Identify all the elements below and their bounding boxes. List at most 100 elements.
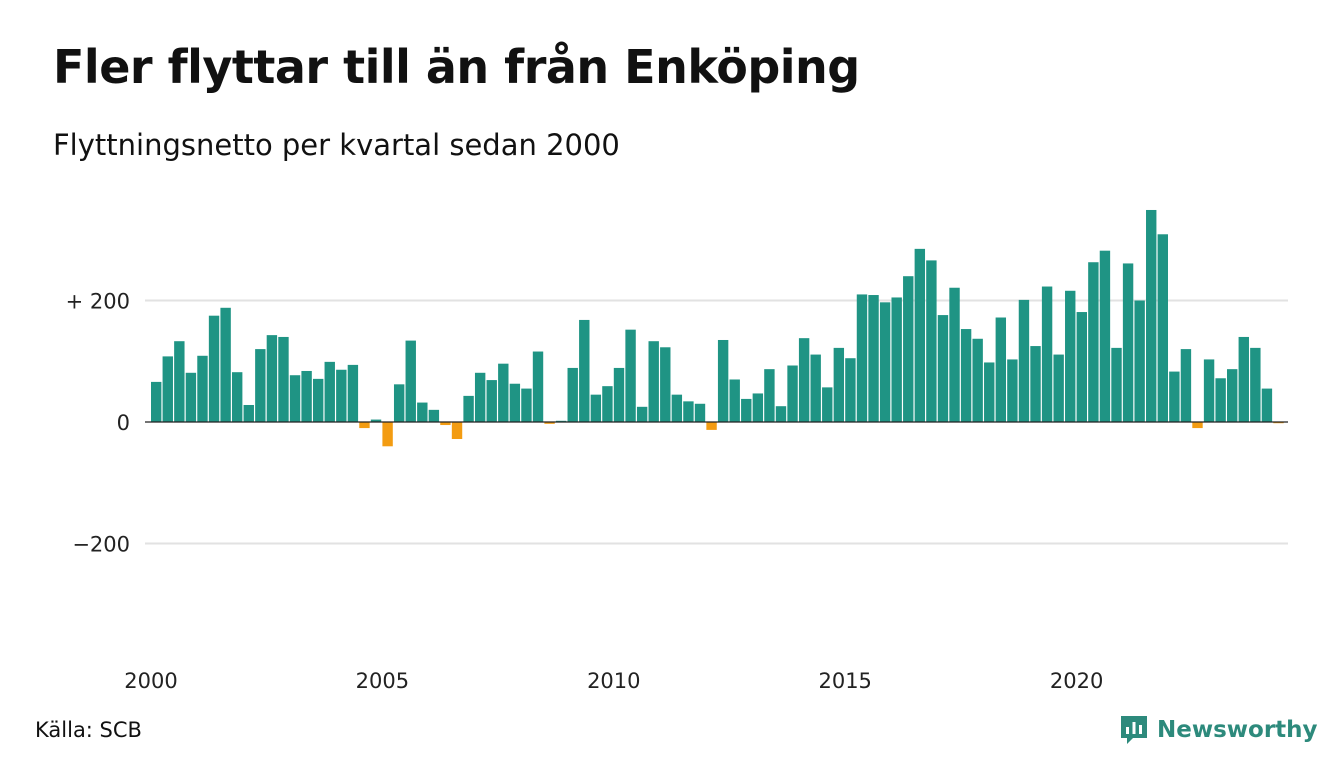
bar (1273, 422, 1284, 424)
bar (486, 380, 497, 422)
bar (1076, 312, 1087, 422)
bar (567, 367, 578, 422)
bar (660, 347, 671, 422)
bar (787, 365, 798, 422)
x-tick-label: 2005 (356, 669, 409, 693)
bar (509, 383, 521, 422)
newsworthy-logo-icon (1121, 716, 1147, 744)
bar (382, 422, 393, 447)
bar (451, 422, 463, 440)
bar (717, 339, 729, 422)
chart-subtitle: Flyttningsnetto per kvartal sedan 2000 (53, 128, 620, 162)
bar (926, 260, 937, 422)
bar (359, 422, 370, 429)
bar (1134, 300, 1145, 422)
bar (798, 338, 810, 422)
bar (729, 379, 740, 423)
bar (185, 372, 197, 422)
bar (1030, 346, 1041, 422)
bar (1215, 378, 1226, 422)
bar (162, 356, 173, 422)
bar (278, 336, 289, 422)
bar (960, 329, 972, 422)
bar (648, 341, 659, 422)
bar (1041, 286, 1053, 422)
y-tick-label: 0 (117, 411, 130, 435)
bar (1250, 347, 1261, 422)
bar (683, 401, 694, 423)
bar (625, 329, 636, 422)
source-note: Källa: SCB (35, 718, 142, 742)
axis-labels: + 200 0 −200 2000 2005 2010 2015 2020 (66, 290, 1288, 693)
y-tick-label: −200 (72, 533, 130, 557)
bar (521, 388, 532, 422)
bar (289, 375, 301, 422)
brand-logo: Newsworthy (1119, 714, 1318, 746)
bar (903, 276, 914, 422)
bar (833, 347, 845, 422)
bar (1157, 234, 1168, 422)
y-tick-label: + 200 (66, 290, 130, 314)
bar (440, 422, 451, 426)
bar (1227, 369, 1238, 422)
bar (174, 341, 185, 422)
bar (856, 294, 868, 423)
bar (613, 367, 625, 422)
x-tick-label: 2020 (1050, 669, 1103, 693)
bar (417, 402, 428, 422)
x-tick-label: 2015 (818, 669, 871, 693)
brand-name: Newsworthy (1157, 717, 1318, 743)
bar (741, 398, 752, 423)
bar (463, 395, 474, 422)
bar (636, 406, 648, 422)
bar (532, 351, 544, 422)
bar (879, 302, 891, 422)
bar (1261, 388, 1273, 422)
bar (1018, 299, 1030, 422)
bar (336, 369, 347, 422)
bar (1203, 359, 1215, 422)
bar (671, 394, 683, 422)
bar (301, 370, 312, 422)
bar (1088, 262, 1099, 422)
bar (393, 384, 405, 422)
bar (1180, 349, 1192, 422)
bar (984, 362, 995, 422)
bar (1146, 209, 1157, 422)
bar (428, 409, 440, 422)
bar (474, 372, 486, 422)
bar (1053, 354, 1064, 422)
bar (752, 393, 764, 422)
bar (1169, 371, 1180, 422)
bar (1122, 263, 1134, 422)
bar (324, 361, 335, 422)
bar (995, 317, 1007, 422)
bar (197, 355, 208, 422)
bar (220, 307, 231, 422)
bar (231, 372, 243, 423)
chart-title: Fler flyttar till än från Enköping (53, 40, 860, 94)
bar (694, 403, 706, 422)
bar (579, 319, 590, 422)
bar (1007, 359, 1018, 422)
bar (914, 248, 926, 422)
bar (1238, 336, 1249, 422)
x-tick-label: 2000 (124, 669, 177, 693)
bar (347, 364, 359, 422)
bar (822, 387, 833, 422)
bar (151, 381, 162, 422)
bar (266, 335, 278, 422)
bar (937, 315, 949, 422)
bar (1192, 422, 1203, 429)
bar (1065, 290, 1076, 422)
bar (255, 349, 266, 422)
bar (810, 354, 821, 422)
bar (590, 394, 602, 422)
x-tick-label: 2010 (587, 669, 640, 693)
bar (602, 386, 613, 422)
bar (706, 422, 717, 430)
bar (949, 287, 960, 422)
bar (498, 363, 509, 422)
bar (544, 422, 555, 424)
bar (1099, 250, 1111, 422)
